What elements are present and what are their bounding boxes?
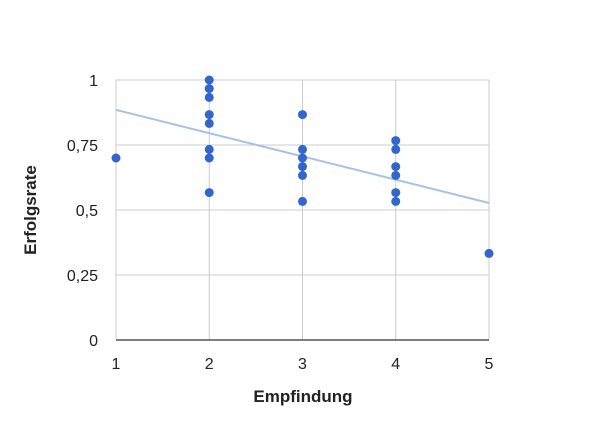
y-tick-label: 0,75 — [67, 138, 98, 155]
x-tick-label: 3 — [298, 356, 307, 373]
data-point — [298, 162, 307, 172]
data-point — [204, 92, 214, 102]
y-axis-title: Erfolgsrate — [21, 165, 40, 255]
y-tick-label: 0,25 — [67, 268, 98, 285]
data-point — [484, 248, 494, 258]
data-point — [391, 196, 401, 206]
data-point — [391, 170, 401, 180]
x-tick-label: 1 — [112, 356, 121, 373]
data-point — [391, 136, 401, 146]
tick-labels: 0 0,25 0,5 0,75 1 1 2 3 4 5 — [67, 73, 494, 373]
y-tick-label: 0 — [89, 333, 98, 350]
data-point — [204, 153, 214, 163]
data-point — [391, 144, 401, 154]
x-tick-label: 4 — [391, 356, 400, 373]
data-points — [111, 75, 494, 258]
x-tick-label: 5 — [485, 356, 494, 373]
data-point — [204, 75, 214, 85]
data-point — [391, 162, 401, 172]
data-point — [298, 110, 307, 120]
data-point — [298, 170, 307, 180]
y-tick-label: 0,5 — [76, 203, 98, 220]
data-point — [298, 196, 307, 206]
data-point — [111, 153, 121, 163]
data-point — [204, 110, 214, 120]
data-point — [204, 84, 214, 94]
y-tick-label: 1 — [89, 73, 98, 90]
data-point — [204, 144, 214, 154]
data-point — [204, 188, 214, 198]
data-point — [298, 144, 307, 154]
data-point — [391, 188, 401, 198]
data-point — [204, 118, 214, 128]
data-point — [298, 153, 307, 163]
x-axis-title: Empfindung — [253, 387, 352, 406]
x-tick-label: 2 — [205, 356, 214, 373]
